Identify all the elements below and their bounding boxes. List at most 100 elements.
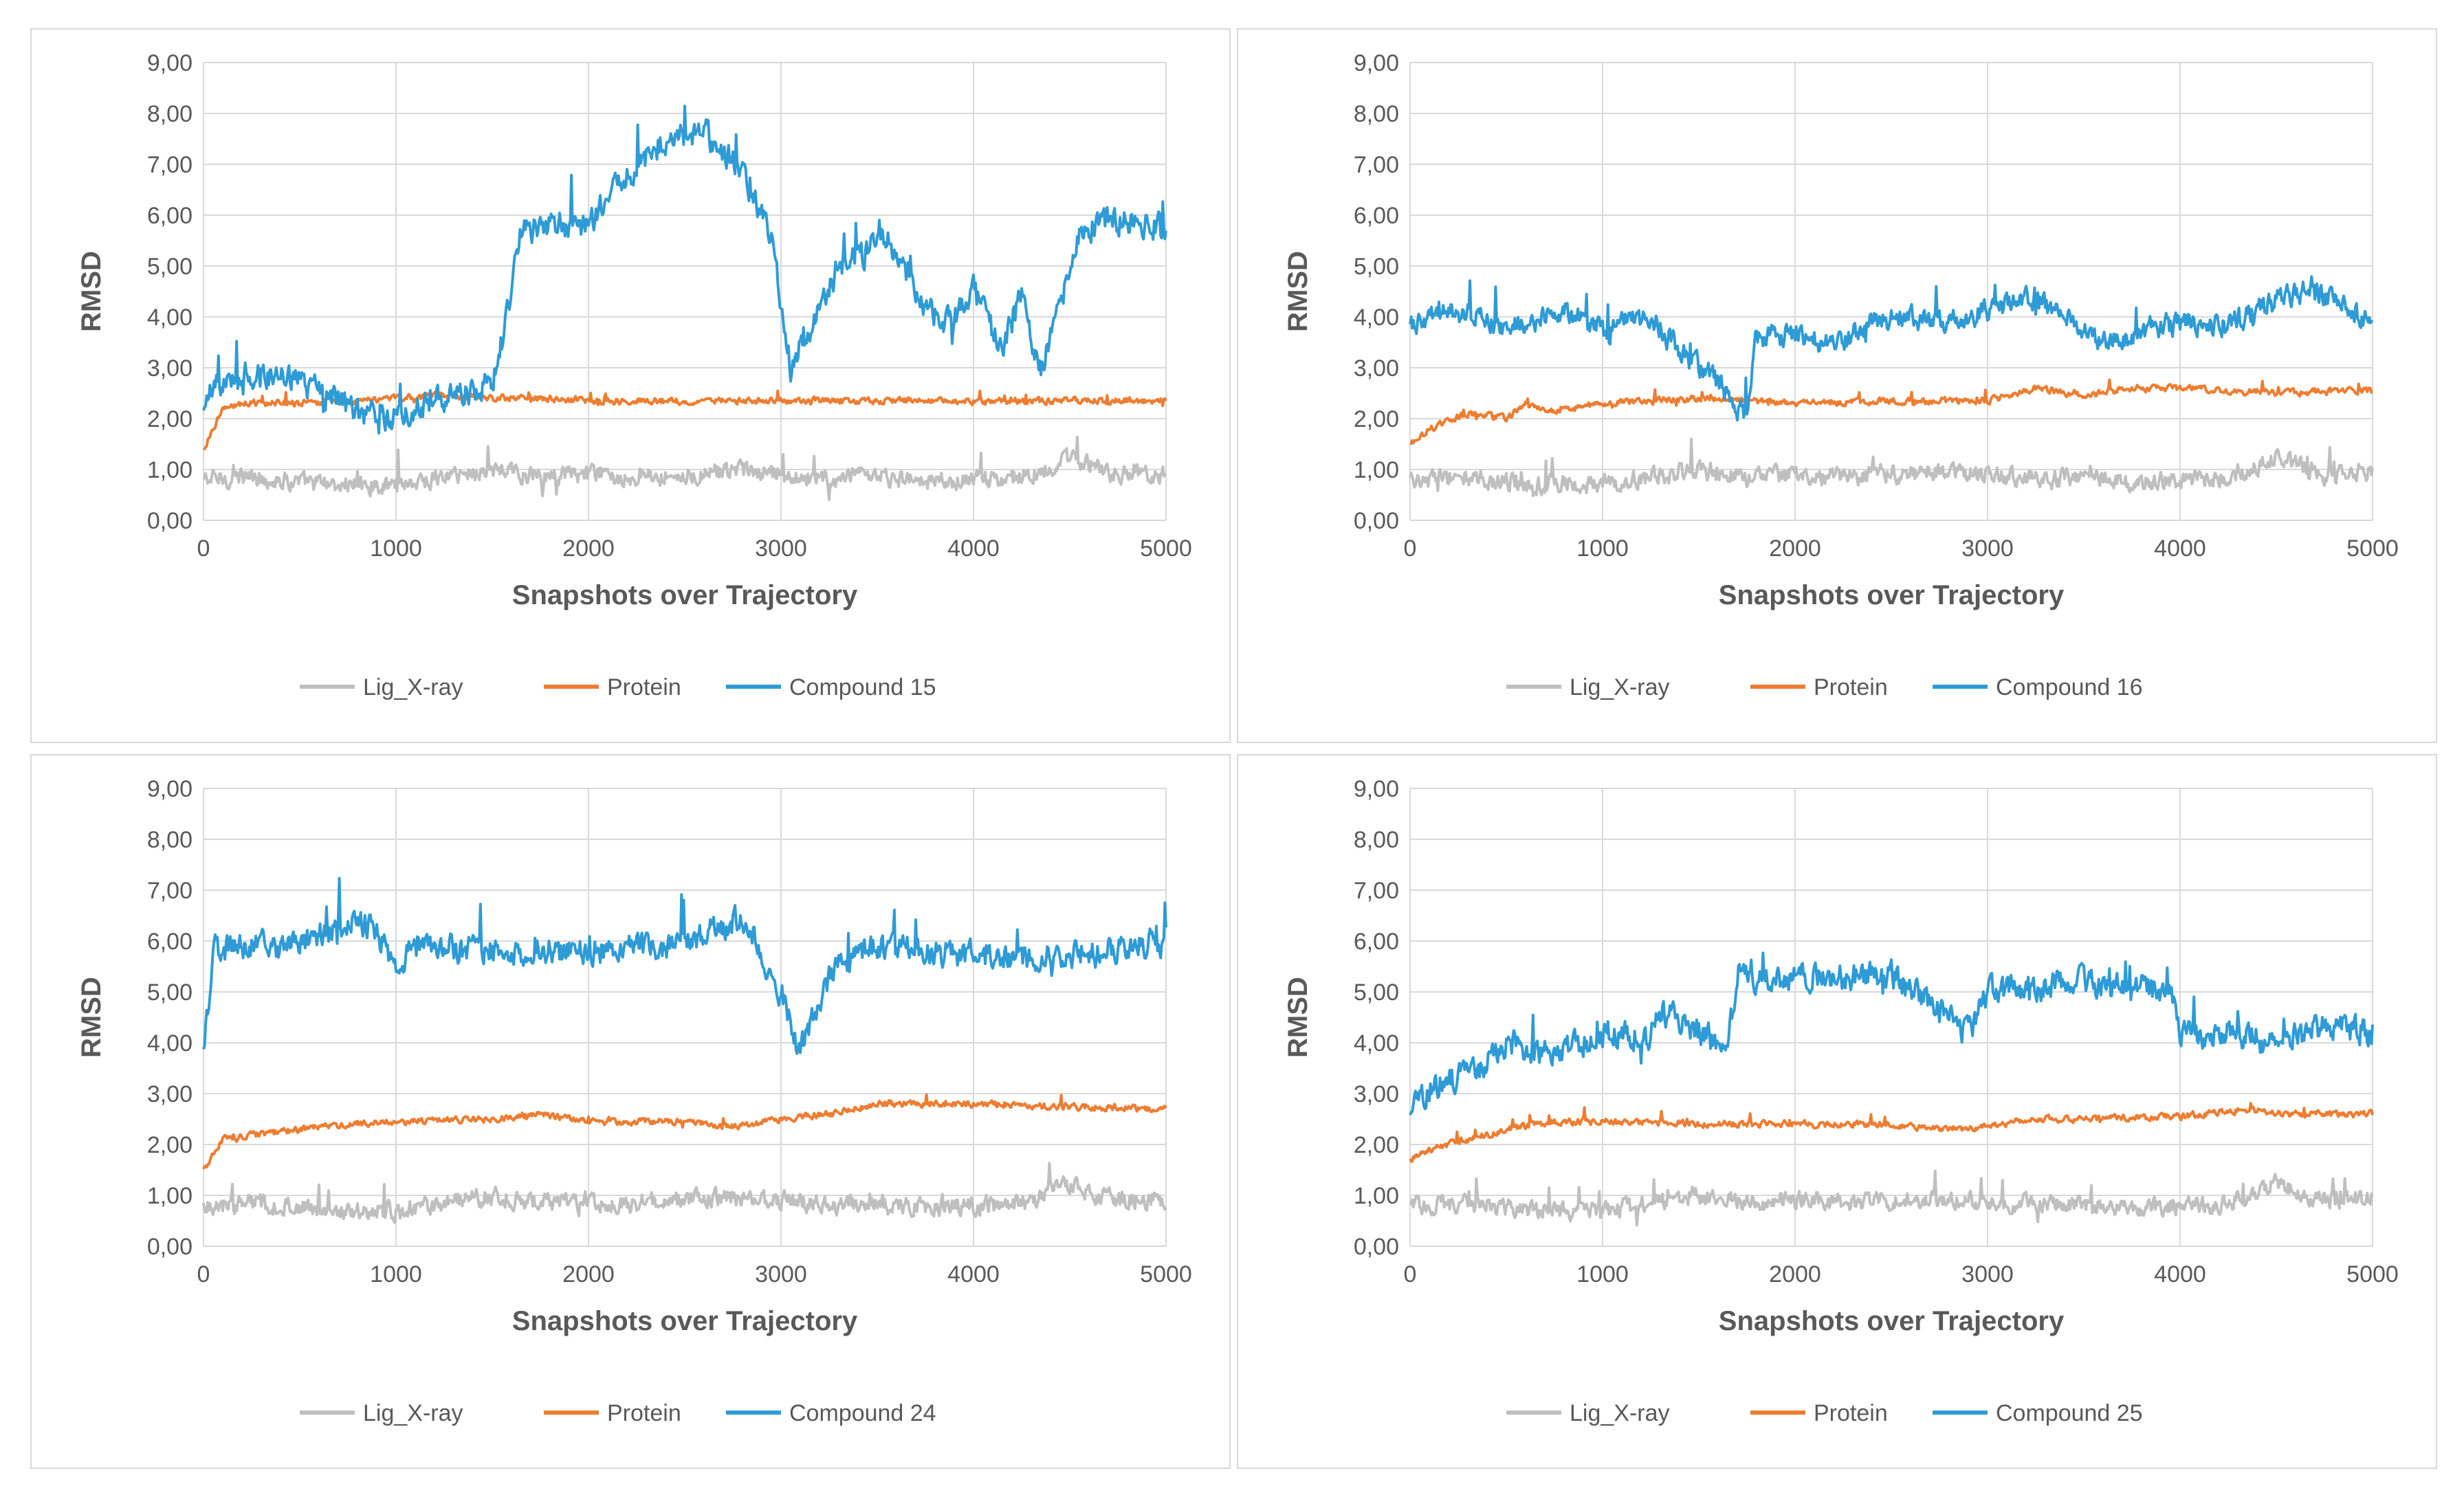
legend-label: Lig_X-ray — [363, 1400, 463, 1426]
y-tick-label: 1,00 — [1354, 457, 1399, 483]
series-line-protein — [202, 1093, 1167, 1170]
series-line-compound-24 — [202, 876, 1167, 1055]
x-tick-label: 1000 — [370, 535, 422, 562]
series-line-lig-x-ray — [1409, 1169, 2374, 1227]
x-axis-label: Snapshots over Trajectory — [1719, 1306, 2065, 1336]
rmsd-chart-compound-16: 0,00 1,00 2,00 3,00 4,00 5,00 6,00 7,00 8,00 9,00… — [1283, 50, 2399, 700]
x-tick-label: 4000 — [947, 535, 1000, 562]
y-tick-label: 0,00 — [1354, 1234, 1399, 1260]
x-tick-label: 5000 — [1140, 1261, 1192, 1287]
y-tick-label: 4,00 — [1354, 1030, 1399, 1057]
y-tick-label: 3,00 — [147, 1081, 192, 1107]
x-tick-label: 2000 — [1769, 535, 1821, 562]
series-line-compound-25 — [1409, 951, 2374, 1116]
y-tick-label: 0,00 — [1354, 508, 1399, 534]
x-tick-label: 2000 — [562, 535, 615, 562]
y-tick-label: 2,00 — [147, 406, 192, 432]
x-tick-label: 3000 — [1961, 1261, 2014, 1287]
rmsd-chart-compound-15: 0,00 1,00 2,00 3,00 4,00 5,00 6,00 7,00 8,00 9,00… — [76, 50, 1192, 700]
y-tick-label: 8,00 — [1354, 827, 1399, 853]
x-tick-label: 3000 — [1961, 535, 2014, 562]
x-axis-label: Snapshots over Trajectory — [512, 580, 858, 610]
x-tick-label: 1000 — [1576, 535, 1629, 562]
series-line-protein — [203, 389, 1167, 451]
x-axis-label: Snapshots over Trajectory — [1719, 580, 2065, 610]
x-tick-label: 5000 — [2346, 535, 2399, 562]
y-tick-label: 4,00 — [147, 305, 192, 331]
chart-panel-compound-15: 0,00 1,00 2,00 3,00 4,00 5,00 6,00 7,00 8,00 9,00… — [30, 28, 1231, 743]
y-axis-label: RMSD — [1283, 977, 1313, 1058]
x-tick-label: 2000 — [562, 1261, 615, 1287]
x-axis-label: Snapshots over Trajectory — [512, 1306, 858, 1336]
x-tick-label: 4000 — [947, 1261, 1000, 1287]
series-line-protein — [1409, 378, 2373, 445]
y-tick-label: 2,00 — [1354, 1132, 1399, 1158]
y-tick-label: 5,00 — [1354, 254, 1399, 280]
y-tick-label: 1,00 — [1354, 1183, 1399, 1209]
x-tick-label: 5000 — [1140, 535, 1192, 562]
y-tick-label: 7,00 — [1354, 878, 1399, 904]
y-tick-label: 8,00 — [1354, 101, 1399, 127]
x-tick-label: 0 — [197, 1261, 210, 1287]
y-tick-label: 3,00 — [1354, 1081, 1399, 1107]
x-tick-label: 2000 — [1769, 1261, 1821, 1287]
legend-label: Protein — [607, 674, 681, 700]
x-tick-label: 3000 — [755, 535, 807, 562]
x-tick-label: 0 — [1404, 535, 1417, 562]
chart-panel-compound-16: 0,00 1,00 2,00 3,00 4,00 5,00 6,00 7,00 8,00 9,00… — [1237, 28, 2437, 743]
y-tick-label: 3,00 — [147, 355, 192, 381]
y-tick-label: 9,00 — [147, 776, 192, 802]
y-tick-label: 6,00 — [1354, 929, 1399, 955]
y-tick-label: 5,00 — [147, 980, 192, 1006]
y-tick-label: 5,00 — [147, 254, 192, 280]
y-tick-label: 9,00 — [147, 50, 192, 76]
x-tick-label: 5000 — [2346, 1261, 2399, 1287]
legend-label: Lig_X-ray — [363, 674, 463, 700]
x-tick-label: 1000 — [1576, 1261, 1629, 1287]
y-tick-label: 9,00 — [1354, 776, 1399, 802]
series-line-compound-15 — [202, 104, 1167, 435]
x-tick-label: 1000 — [370, 1261, 422, 1287]
legend-label: Compound 16 — [1996, 674, 2143, 700]
series-line-lig-x-ray — [1409, 437, 2374, 498]
y-tick-label: 5,00 — [1354, 980, 1399, 1006]
y-tick-label: 0,00 — [147, 508, 192, 534]
legend-label: Protein — [1814, 674, 1888, 700]
y-axis-label: RMSD — [76, 251, 107, 332]
rmsd-chart-compound-25: 0,00 1,00 2,00 3,00 4,00 5,00 6,00 7,00 8,00 9,00… — [1283, 776, 2399, 1426]
chart-panel-compound-25: 0,00 1,00 2,00 3,00 4,00 5,00 6,00 7,00 8,00 9,00… — [1237, 754, 2437, 1469]
chart-panel-compound-24: 0,00 1,00 2,00 3,00 4,00 5,00 6,00 7,00 8,00 9,00… — [30, 754, 1231, 1469]
y-tick-label: 7,00 — [1354, 152, 1399, 178]
legend-label: Compound 15 — [789, 674, 936, 700]
series-line-lig-x-ray — [203, 436, 1167, 501]
x-tick-label: 4000 — [2154, 1261, 2206, 1287]
rmsd-chart-compound-24: 0,00 1,00 2,00 3,00 4,00 5,00 6,00 7,00 8,00 9,00… — [76, 776, 1192, 1426]
y-tick-label: 1,00 — [147, 457, 192, 483]
series-line-protein — [1409, 1102, 2374, 1163]
x-tick-label: 0 — [1404, 1261, 1417, 1287]
y-tick-label: 9,00 — [1354, 50, 1399, 76]
y-tick-label: 1,00 — [147, 1183, 192, 1209]
series-line-compound-16 — [1409, 275, 2374, 422]
y-tick-label: 8,00 — [147, 101, 192, 127]
y-tick-label: 3,00 — [1354, 355, 1399, 381]
y-tick-label: 6,00 — [1354, 203, 1399, 229]
legend-label: Compound 24 — [789, 1400, 936, 1426]
y-tick-label: 0,00 — [147, 1234, 192, 1260]
y-axis-label: RMSD — [76, 977, 107, 1058]
x-tick-label: 3000 — [755, 1261, 807, 1287]
y-tick-label: 6,00 — [147, 203, 192, 229]
y-axis-label: RMSD — [1283, 251, 1313, 332]
y-tick-label: 7,00 — [147, 152, 192, 178]
y-tick-label: 2,00 — [147, 1132, 192, 1158]
y-tick-label: 6,00 — [147, 929, 192, 955]
y-tick-label: 4,00 — [147, 1030, 192, 1057]
legend-label: Protein — [1814, 1400, 1888, 1426]
series-line-lig-x-ray — [202, 1162, 1167, 1224]
x-tick-label: 0 — [197, 535, 210, 562]
legend-label: Compound 25 — [1996, 1400, 2143, 1426]
legend-label: Lig_X-ray — [1570, 1400, 1670, 1426]
y-tick-label: 7,00 — [147, 878, 192, 904]
x-tick-label: 4000 — [2154, 535, 2206, 562]
y-tick-label: 4,00 — [1354, 305, 1399, 331]
